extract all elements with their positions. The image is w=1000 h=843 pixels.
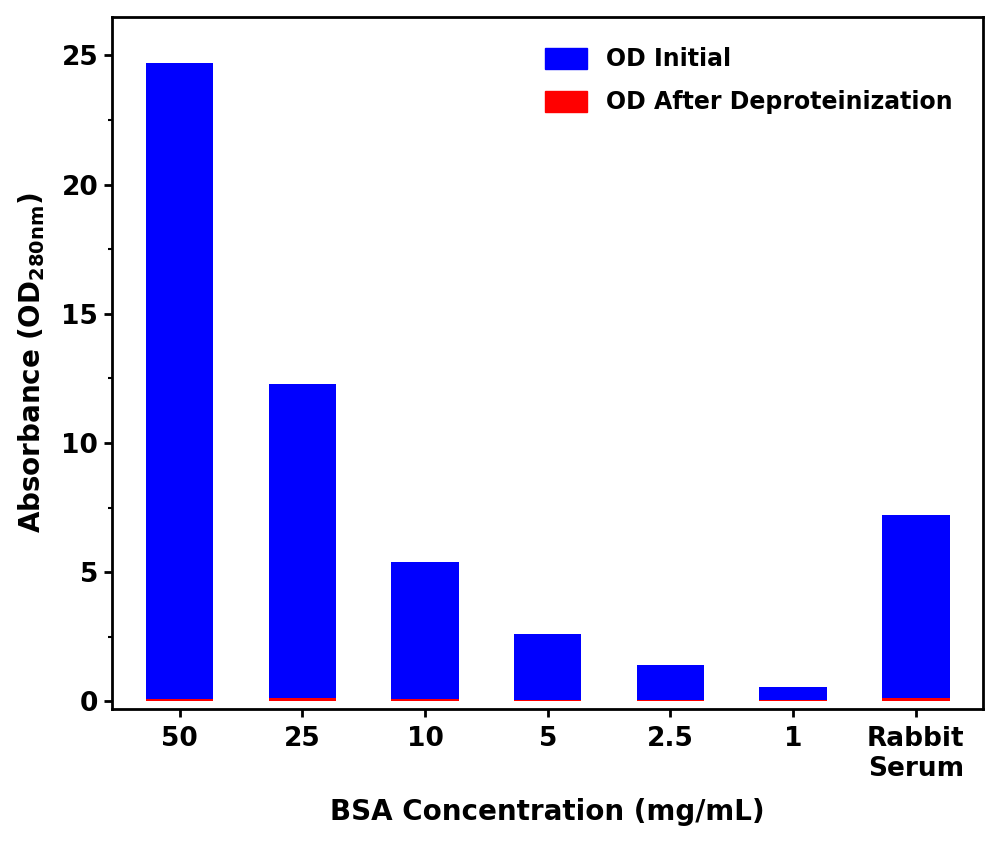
Bar [269, 698, 336, 701]
Bar [759, 700, 827, 701]
Bar [514, 700, 581, 701]
Bar [514, 634, 581, 701]
Bar [882, 515, 950, 701]
Y-axis label: $\mathbf{Absorbance\ (OD_{280nm})}$: $\mathbf{Absorbance\ (OD_{280nm})}$ [17, 192, 47, 533]
Bar [391, 561, 459, 701]
Bar [391, 699, 459, 701]
Bar [269, 384, 336, 701]
X-axis label: BSA Concentration (mg/mL): BSA Concentration (mg/mL) [330, 798, 765, 826]
Bar [637, 700, 704, 701]
Bar [759, 687, 827, 701]
Bar [146, 63, 213, 701]
Bar [637, 665, 704, 701]
Bar [146, 700, 213, 701]
Legend: OD Initial, OD After Deproteinization: OD Initial, OD After Deproteinization [526, 29, 972, 133]
Bar [882, 698, 950, 701]
